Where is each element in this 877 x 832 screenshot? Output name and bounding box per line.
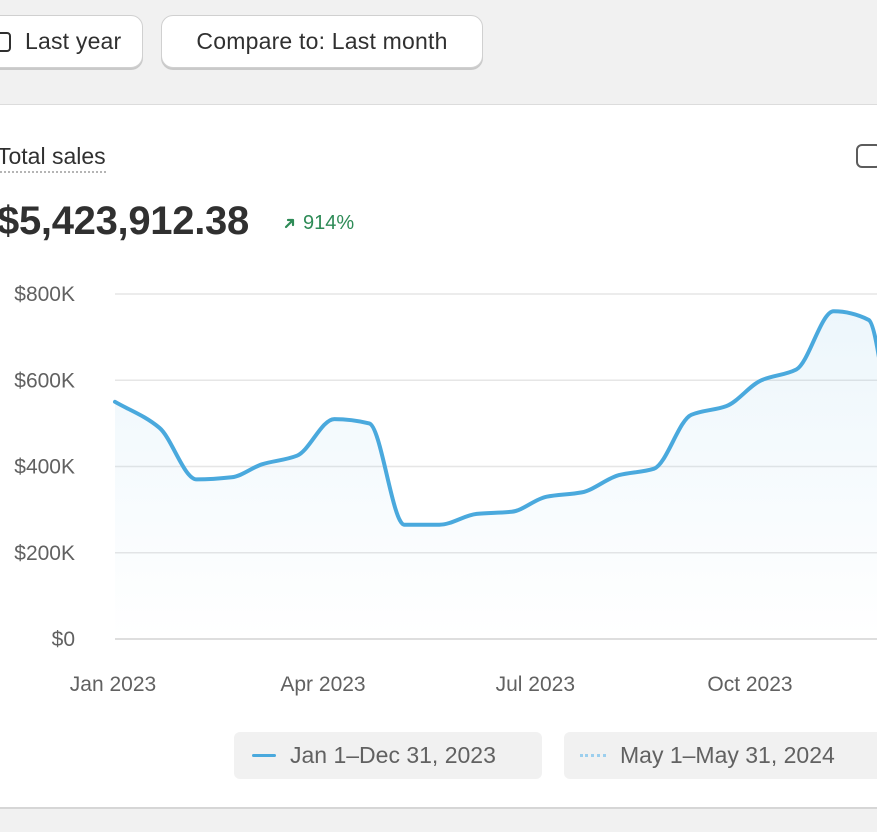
legend-item-2023[interactable]: Jan 1–Dec 31, 2023: [234, 732, 542, 779]
data-point: [760, 379, 763, 382]
arrow-up-right-icon: [284, 218, 295, 229]
calendar-icon: [0, 31, 11, 52]
data-point: [438, 523, 441, 526]
data-point: [333, 418, 336, 421]
compare-label: Compare to: Last month: [196, 28, 448, 54]
data-point: [510, 510, 513, 513]
report-icon[interactable]: [856, 144, 877, 168]
series-line-2023: [113, 309, 877, 527]
data-point: [368, 422, 371, 425]
data-point: [545, 495, 548, 498]
metric-title[interactable]: Total sales: [0, 143, 106, 173]
data-point: [832, 310, 835, 313]
date-range-button[interactable]: Last year: [0, 15, 143, 68]
x-tick-label: Oct 2023: [707, 673, 792, 696]
compare-button[interactable]: Compare to: Last month: [161, 15, 483, 68]
data-point: [867, 318, 870, 321]
data-point: [195, 478, 198, 481]
data-point: [653, 467, 656, 470]
data-point: [296, 454, 299, 457]
x-tick-label: Apr 2023: [280, 673, 365, 696]
y-tick-label: $600K: [14, 369, 75, 392]
dotted-line-swatch: [580, 754, 606, 757]
date-range-label: Last year: [25, 28, 122, 54]
series-area-2023: [115, 311, 877, 639]
sales-line-chart: $800K $600K $400K $200K $0 Jan 2023 Apr 2023 J…: [14, 283, 877, 696]
data-point: [795, 368, 798, 371]
data-point: [230, 476, 233, 479]
y-tick-label: $200K: [14, 542, 75, 565]
data-point: [618, 474, 621, 477]
toolbar-divider: [0, 104, 877, 105]
data-point: [403, 523, 406, 526]
change-percent: 914%: [303, 212, 355, 234]
legend-label-2023: Jan 1–Dec 31, 2023: [290, 742, 496, 768]
solid-line-swatch: [252, 754, 276, 757]
data-point: [725, 405, 728, 408]
change-indicator: 914%: [283, 211, 354, 235]
metric-value: $5,423,912.38: [0, 199, 249, 243]
data-point: [690, 413, 693, 416]
y-tick-label: $400K: [14, 456, 75, 479]
data-point: [261, 463, 264, 466]
y-tick-label: $800K: [14, 283, 75, 306]
y-tick-label: $0: [52, 628, 75, 651]
x-tick-label: Jan 2023: [70, 673, 156, 696]
x-tick-label: Jul 2023: [496, 673, 575, 696]
data-point: [580, 491, 583, 494]
data-point: [114, 400, 117, 403]
legend-label-2024: May 1–May 31, 2024: [620, 742, 835, 768]
legend-item-2024[interactable]: May 1–May 31, 2024: [564, 732, 877, 779]
data-point: [158, 426, 161, 429]
data-point: [475, 512, 478, 515]
